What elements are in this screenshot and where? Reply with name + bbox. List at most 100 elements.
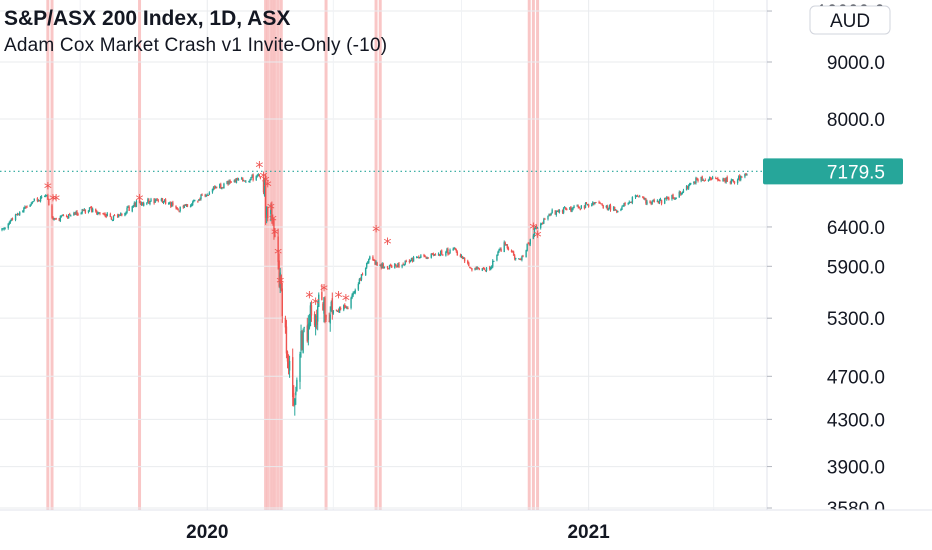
candle-body [14, 214, 17, 221]
candle-body [463, 257, 466, 262]
candle-body [424, 255, 426, 257]
signal-band [273, 0, 277, 510]
candle-body [310, 304, 313, 316]
candle-body [90, 207, 93, 212]
candle-body [405, 261, 407, 263]
candle-body [32, 201, 34, 203]
candle-body [350, 297, 352, 308]
candle-body [711, 177, 714, 179]
candle-body [681, 192, 684, 194]
candle-body [8, 222, 10, 224]
price-tick-label: 9000.0 [827, 53, 885, 74]
candle-body [651, 201, 653, 204]
candle-body [666, 197, 668, 200]
candle-body [336, 310, 339, 312]
candle-body [696, 177, 698, 180]
signal-marker: * [534, 227, 542, 246]
candle-body [643, 197, 645, 200]
candle-body [645, 198, 647, 204]
candle-body [467, 260, 469, 264]
candle-body [112, 215, 115, 220]
candle-body [533, 228, 536, 236]
price-axis[interactable]: 10000.09000.08000.06400.05900.05300.0470… [767, 2, 885, 520]
candle-body [555, 211, 558, 216]
candle-body [16, 213, 19, 215]
candle-body [4, 228, 6, 230]
candle-body [461, 256, 464, 259]
candle-body [726, 177, 728, 182]
candle-body [104, 213, 106, 217]
signal-band [50, 0, 54, 510]
candle-body [97, 212, 99, 215]
candle-body [55, 218, 57, 220]
candle-body [171, 202, 173, 207]
candle-body [265, 206, 268, 215]
candle-body [505, 244, 508, 246]
candle-body [299, 353, 301, 382]
signal-band [264, 0, 268, 510]
candle-body [279, 272, 281, 289]
candle-body [270, 209, 272, 214]
candle-body [256, 175, 258, 177]
currency-button-label[interactable]: AUD [830, 11, 870, 32]
candle-body [116, 214, 119, 218]
candle-body [228, 180, 230, 184]
candle-body [360, 274, 363, 280]
candle-body [51, 205, 53, 218]
candle-body [139, 202, 142, 205]
candle-body [244, 180, 246, 182]
candle-body [430, 253, 432, 258]
candle-body [381, 263, 384, 269]
candle-body [126, 207, 128, 213]
candle-body [99, 212, 101, 214]
candle-body [724, 179, 726, 182]
candle-body [710, 178, 713, 180]
candle-body [562, 207, 565, 213]
candle-body [504, 242, 506, 246]
candle-body [287, 362, 290, 369]
candle-body [468, 262, 470, 267]
candle-body [162, 201, 165, 203]
signal-marker: * [260, 168, 268, 187]
candle-body [200, 195, 202, 200]
candle-body [124, 213, 126, 216]
candle-body [573, 206, 575, 209]
candle-body [205, 194, 207, 197]
candle-body [367, 262, 369, 264]
candle-body [369, 256, 371, 260]
time-axis[interactable]: 2020 2021 [186, 522, 610, 543]
candle-body [81, 209, 83, 213]
candle-body [709, 178, 712, 180]
candle-body [344, 304, 346, 308]
candle-body [389, 264, 392, 266]
candle-body [207, 194, 210, 196]
candle-body [425, 256, 427, 259]
candle-body [314, 315, 317, 328]
candle-body [536, 227, 539, 229]
candle-body [212, 186, 215, 189]
signal-band [536, 0, 540, 510]
candle-body [288, 360, 291, 371]
candle-body [98, 212, 100, 214]
currency-button[interactable]: AUD [809, 5, 891, 35]
candle-body [372, 256, 374, 261]
candle-body [322, 303, 324, 311]
candle-body [548, 214, 550, 216]
candle-body [330, 302, 332, 311]
candle-body [19, 212, 21, 215]
candle-body [380, 264, 382, 268]
candle-body [636, 194, 639, 196]
candle-body [274, 235, 276, 237]
candle-body [221, 187, 223, 190]
candle-body [423, 254, 425, 257]
candle-body [741, 176, 743, 178]
candle-body [29, 204, 31, 207]
candle-body [496, 254, 498, 261]
currency-button-frame[interactable] [809, 5, 891, 35]
candle-body [281, 288, 283, 317]
candle-body [605, 205, 608, 208]
candle-body [293, 392, 295, 406]
candle-body [484, 270, 487, 272]
candle-body [478, 268, 480, 271]
